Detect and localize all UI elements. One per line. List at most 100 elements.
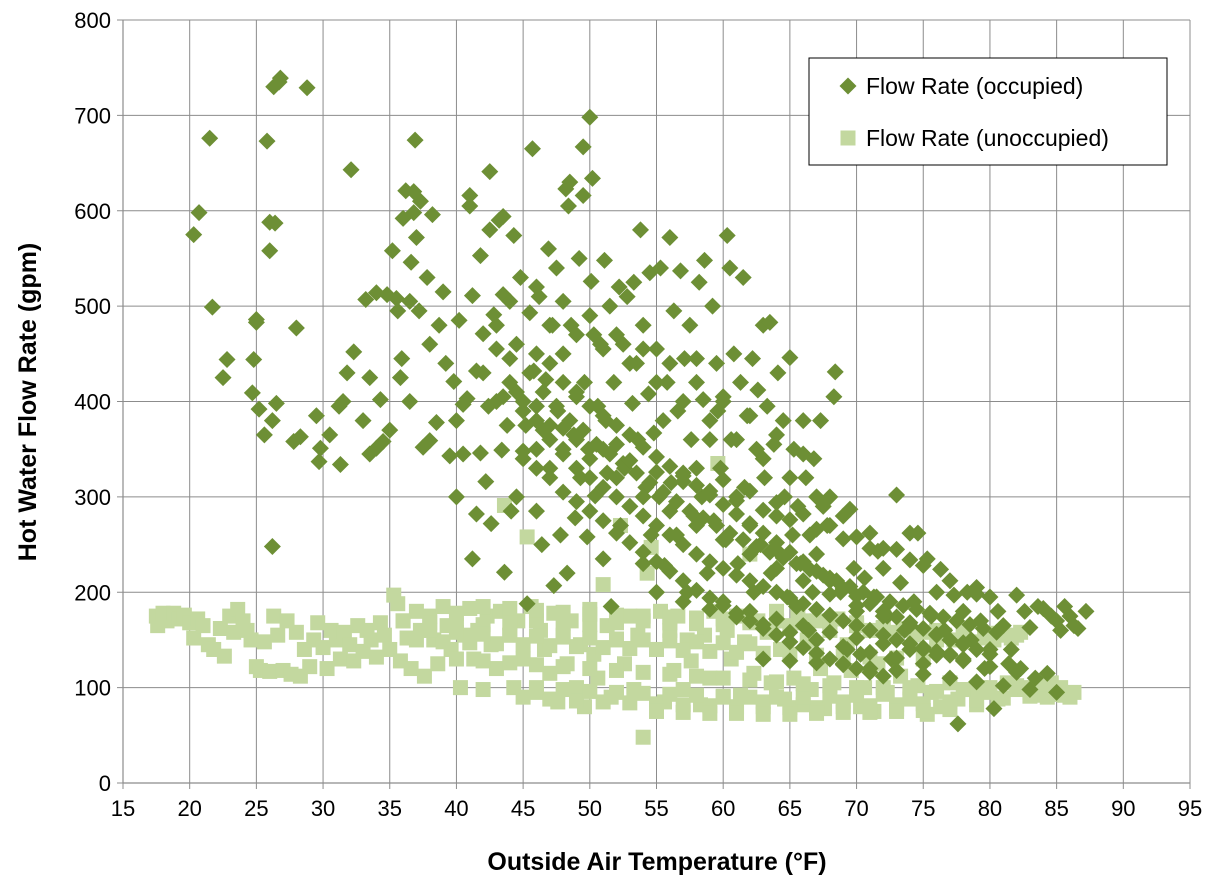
occupied-point: [405, 204, 423, 222]
occupied-point: [749, 381, 767, 399]
occupied-point: [781, 623, 799, 641]
occupied-point: [410, 302, 428, 320]
unoccupied-point: [955, 682, 971, 698]
occupied-point: [567, 493, 585, 511]
occupied-point: [948, 612, 966, 630]
occupied-point: [581, 397, 599, 415]
unoccupied-point: [742, 689, 758, 705]
occupied-point: [968, 585, 986, 603]
unoccupied-point: [662, 609, 678, 625]
occupied-point: [888, 631, 906, 649]
occupied-point: [461, 186, 479, 204]
occupied-point: [848, 629, 866, 647]
occupied-point: [708, 516, 726, 534]
occupied-point: [834, 656, 852, 674]
occupied-point: [458, 390, 476, 408]
occupied-point: [402, 253, 420, 271]
occupied-point: [961, 616, 979, 634]
occupied-point: [781, 652, 799, 670]
occupied-point: [287, 319, 305, 337]
legend-label-occupied: Flow Rate (occupied): [866, 73, 1083, 99]
occupied-point: [621, 354, 639, 372]
occupied-point: [1008, 663, 1026, 681]
occupied-point: [567, 326, 585, 344]
unoccupied-point: [186, 630, 202, 646]
x-tick-label: 35: [378, 796, 402, 821]
occupied-point: [393, 350, 411, 368]
unoccupied-point: [368, 649, 384, 665]
occupied-point: [521, 304, 539, 322]
occupied-point: [507, 488, 525, 506]
occupied-point: [968, 640, 986, 658]
unoccupied-point: [195, 618, 211, 634]
x-tick-label: 25: [244, 796, 268, 821]
unoccupied-point: [835, 704, 851, 720]
unoccupied-point: [608, 684, 624, 700]
unoccupied-point: [502, 615, 518, 631]
occupied-point: [914, 557, 932, 575]
occupied-point: [732, 373, 750, 391]
unoccupied-point: [332, 651, 348, 667]
occupied-point: [487, 316, 505, 334]
occupied-point: [874, 559, 892, 577]
occupied-point: [527, 440, 545, 458]
occupied-point: [1021, 681, 1039, 699]
y-tick-label: 100: [74, 676, 111, 701]
unoccupied-point: [488, 661, 504, 677]
occupied-point: [423, 206, 441, 224]
occupied-point: [541, 354, 559, 372]
unoccupied-point: [715, 688, 731, 704]
unoccupied-point: [462, 600, 478, 616]
occupied-point: [357, 290, 375, 308]
occupied-point: [821, 650, 839, 668]
occupied-point: [607, 326, 625, 344]
occupied-point: [574, 186, 592, 204]
occupied-point: [527, 502, 545, 520]
occupied-point: [674, 473, 692, 491]
occupied-point: [701, 600, 719, 618]
occupied-point: [1016, 602, 1034, 620]
unoccupied-point: [568, 680, 584, 696]
occupied-point: [781, 511, 799, 529]
occupied-point: [688, 516, 706, 534]
occupied-point: [974, 619, 992, 637]
occupied-point: [672, 262, 690, 280]
occupied-point: [561, 173, 579, 191]
occupied-point: [701, 553, 719, 571]
occupied-point: [554, 292, 572, 310]
unoccupied-point: [262, 663, 278, 679]
occupied-point: [662, 474, 680, 492]
occupied-point: [874, 635, 892, 653]
occupied-point: [601, 297, 619, 315]
occupied-point: [994, 677, 1012, 695]
occupied-point: [741, 407, 759, 425]
occupied-point: [768, 626, 786, 644]
occupied-point: [794, 572, 812, 590]
unoccupied-point: [809, 613, 825, 629]
occupied-point: [921, 604, 939, 622]
unoccupied-point: [226, 624, 242, 640]
occupied-point: [834, 612, 852, 630]
occupied-point: [856, 569, 874, 587]
unoccupied-point: [528, 602, 544, 618]
occupied-point: [625, 273, 643, 291]
occupied-point: [541, 431, 559, 449]
occupied-point: [712, 459, 730, 477]
occupied-point: [741, 572, 759, 590]
occupied-point: [634, 316, 652, 334]
unoccupied-point: [310, 615, 326, 631]
occupied-point: [821, 606, 839, 624]
occupied-point: [634, 340, 652, 358]
occupied-point: [267, 394, 285, 412]
occupied-point: [518, 595, 536, 613]
occupied-point: [661, 502, 679, 520]
unoccupied-point: [729, 705, 745, 721]
occupied-point: [768, 507, 786, 525]
unoccupied-point: [403, 661, 419, 677]
occupied-point: [648, 373, 665, 391]
occupied-point: [541, 469, 559, 487]
occupied-point: [874, 626, 892, 644]
occupied-point: [848, 587, 866, 605]
unoccupied-point: [809, 705, 825, 721]
occupied-point: [661, 526, 679, 544]
